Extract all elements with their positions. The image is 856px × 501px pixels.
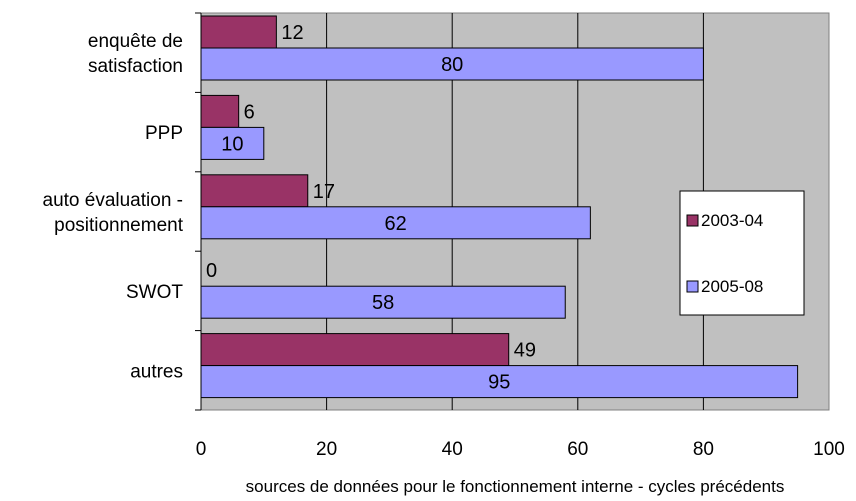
bar-2003-04-4 [200,333,510,367]
value-label-2003-04-0: 12 [281,22,303,44]
legend-swatch-2003-04 [686,214,699,227]
bar-2003-04-0 [200,15,277,49]
value-label-2003-04-4: 49 [514,340,536,362]
x-tick-label-60: 60 [567,439,588,460]
bar-2005-08-2 [200,206,591,240]
legend-box [679,190,805,316]
legend: 2003-04 2005-08 [679,190,805,316]
legend-swatch-2005-08 [686,280,699,293]
x-axis-tick-labels: 0 20 40 60 80 100 [196,439,845,460]
bar-2005-08-4 [200,365,799,399]
value-label-2005-08-2: 62 [385,213,407,235]
value-label-2005-08-3: 58 [372,292,394,314]
y-axis-ticks [195,12,201,411]
x-tick-label-40: 40 [442,439,463,460]
x-tick-label-0: 0 [196,439,207,460]
category-labels: enquête de satisfaction PPP auto évaluation… [43,31,184,382]
value-label-2003-04-2: 17 [313,181,335,203]
value-label-2005-08-1: 10 [221,133,243,155]
bars [200,15,799,399]
category-label-1: PPP [145,123,183,144]
category-label-0: enquête de satisfaction [88,31,183,77]
bar-2003-04-2 [200,174,309,208]
value-label-2003-04-1: 6 [244,101,255,123]
value-label-2005-08-0: 80 [441,54,463,76]
x-tick-label-20: 20 [316,439,337,460]
bar-2005-08-3 [200,285,566,319]
bar-2003-04-1 [200,94,240,128]
x-axis-label: sources de données pour le fonctionnemen… [246,477,785,496]
bar-2005-08-0 [200,47,704,81]
legend-label-2005-08: 2005-08 [701,277,763,296]
value-label-2003-04-3: 0 [206,260,217,282]
x-tick-label-80: 80 [693,439,714,460]
category-label-4: autres [130,361,183,382]
x-tick-label-100: 100 [813,439,845,460]
category-label-3: SWOT [126,282,183,303]
category-label-2: auto évaluation -positionnement [43,190,184,236]
value-label-2005-08-4: 95 [488,372,510,394]
legend-label-2003-04: 2003-04 [701,211,763,230]
